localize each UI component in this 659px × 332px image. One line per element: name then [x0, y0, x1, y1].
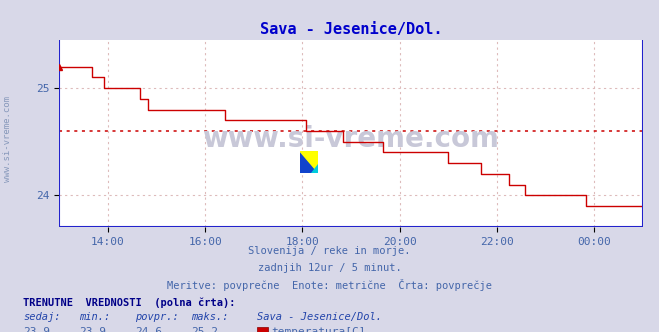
Text: www.si-vreme.com: www.si-vreme.com [202, 125, 500, 153]
Text: TRENUTNE  VREDNOSTI  (polna črta):: TRENUTNE VREDNOSTI (polna črta): [23, 297, 235, 308]
Text: 23,9: 23,9 [79, 327, 106, 332]
Text: Slovenija / reke in morje.: Slovenija / reke in morje. [248, 246, 411, 256]
Text: Meritve: povprečne  Enote: metrične  Črta: povprečje: Meritve: povprečne Enote: metrične Črta:… [167, 279, 492, 291]
Text: 24,6: 24,6 [135, 327, 162, 332]
Text: temperatura[C]: temperatura[C] [272, 327, 366, 332]
Text: 23,9: 23,9 [23, 327, 50, 332]
Text: maks.:: maks.: [191, 312, 229, 322]
Polygon shape [300, 151, 318, 173]
Text: sedaj:: sedaj: [23, 312, 61, 322]
Text: min.:: min.: [79, 312, 110, 322]
Text: www.si-vreme.com: www.si-vreme.com [3, 96, 13, 183]
Text: Sava - Jesenice/Dol.: Sava - Jesenice/Dol. [257, 312, 382, 322]
Title: Sava - Jesenice/Dol.: Sava - Jesenice/Dol. [260, 22, 442, 37]
Text: zadnjih 12ur / 5 minut.: zadnjih 12ur / 5 minut. [258, 263, 401, 273]
Polygon shape [311, 164, 318, 173]
Text: 25,2: 25,2 [191, 327, 218, 332]
Text: povpr.:: povpr.: [135, 312, 179, 322]
